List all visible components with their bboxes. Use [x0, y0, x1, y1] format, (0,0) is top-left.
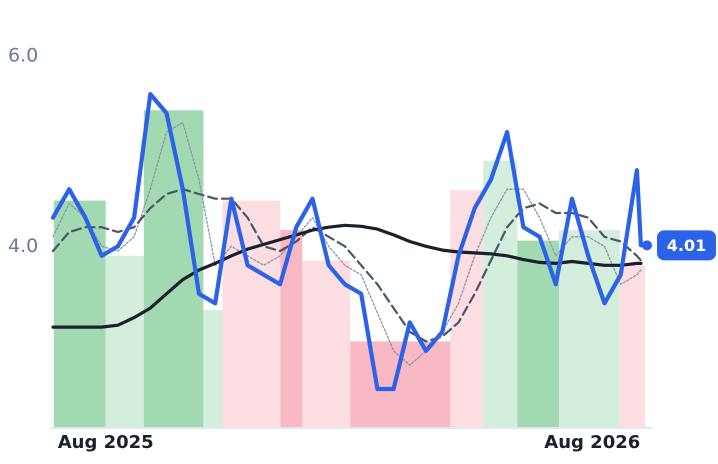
end-label: 4.01 — [667, 236, 706, 255]
series-line — [51, 188, 642, 343]
band-bar — [222, 200, 281, 427]
end-label-bg — [657, 230, 716, 261]
y-tick-label: 6.0 — [8, 45, 38, 67]
band-bar — [517, 240, 560, 427]
band-bar — [203, 310, 223, 427]
band-bar — [105, 255, 144, 427]
series-line — [51, 223, 643, 329]
band-bar — [483, 160, 518, 427]
y-tick-label: 4.0 — [8, 235, 38, 257]
series-line — [52, 121, 642, 366]
band-bar — [302, 260, 351, 427]
band-bar — [619, 265, 645, 427]
x-tick-label: Aug 2026 — [544, 432, 640, 453]
band-bar — [53, 200, 106, 427]
series-line — [50, 92, 643, 392]
end-dot — [641, 240, 652, 251]
x-tick-label: Aug 2025 — [58, 432, 154, 453]
band-bar — [280, 230, 303, 427]
